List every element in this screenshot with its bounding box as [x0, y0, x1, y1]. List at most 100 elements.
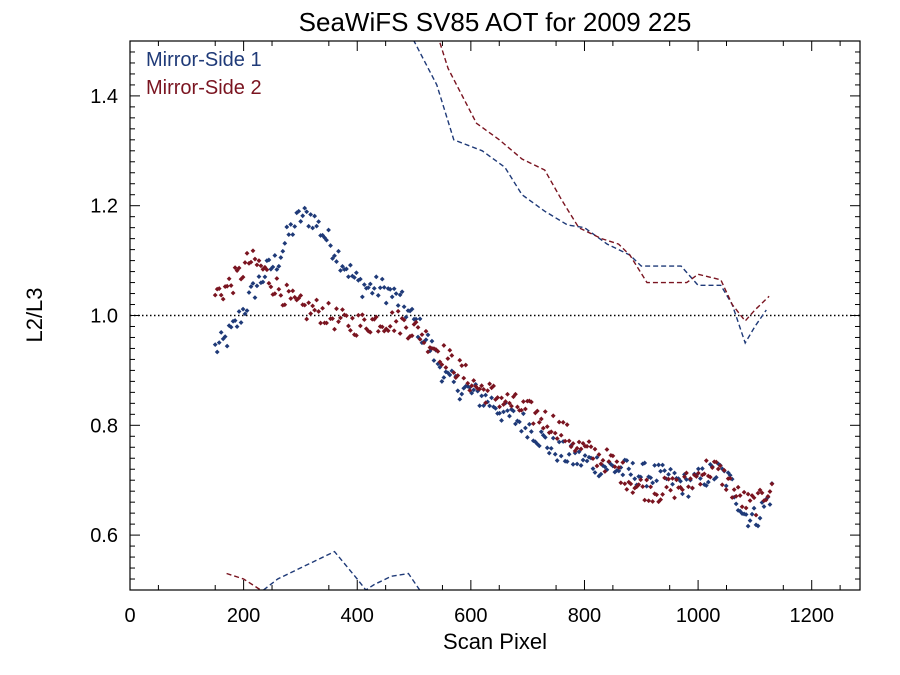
series-1-point [616, 468, 622, 474]
series-2-point [658, 497, 663, 503]
series-1-point [451, 379, 457, 385]
series-1-point [296, 208, 302, 214]
series-2-point [320, 305, 325, 311]
series-2-point [670, 476, 675, 481]
series-1-point [292, 224, 298, 229]
series-1-point [580, 457, 586, 463]
series-1-point [280, 248, 286, 254]
series-2-point [622, 481, 628, 487]
series-2-point [584, 443, 590, 449]
series-2-point [612, 464, 618, 470]
series-1-point [670, 481, 675, 487]
series-2-point [515, 404, 520, 410]
series-2-point [650, 499, 656, 504]
series-2-point [540, 425, 546, 431]
series-2-point [220, 296, 226, 302]
series-2-point [375, 328, 381, 334]
series-1-point [578, 463, 584, 468]
series-1-point [361, 282, 367, 288]
series-2-point [538, 416, 544, 422]
series-2-point [648, 484, 654, 490]
series-2-point [274, 276, 280, 281]
series-2-point [646, 498, 652, 504]
series-1-point [214, 349, 220, 355]
series-2-point [435, 348, 441, 354]
series-1-point [357, 276, 363, 282]
series-1-point [658, 468, 663, 474]
series-2-point [654, 492, 660, 498]
series-1-point [544, 445, 550, 451]
series-1-point [576, 449, 582, 455]
series-1-point [524, 434, 530, 440]
series-2-point [501, 402, 506, 407]
series-1-point [340, 264, 345, 269]
series-2-point [361, 317, 367, 323]
series-1-point [592, 470, 598, 475]
series-2-point [409, 333, 415, 339]
series-1-point [755, 523, 761, 529]
series-1-point [304, 209, 310, 215]
series-1-point [236, 309, 242, 314]
series-2-point [363, 326, 369, 332]
series-1-point [522, 425, 528, 431]
series-2-point [761, 498, 767, 504]
series-1-point [270, 264, 276, 270]
series-2-point [616, 465, 622, 470]
series-1-point [640, 461, 646, 467]
series-1-point [346, 274, 351, 280]
series-1-point [445, 370, 451, 376]
series-1-point [680, 491, 685, 497]
series-1-point [487, 403, 493, 409]
series-2-point [747, 498, 753, 504]
series-2-point [348, 327, 353, 333]
series-2-point [729, 495, 735, 500]
series-1-point [423, 337, 429, 343]
series-1-point [705, 479, 711, 485]
series-1-point [344, 266, 349, 272]
series-2-point [564, 422, 570, 428]
series-1-point [459, 391, 465, 397]
series-1-point [652, 462, 658, 468]
series-1-point [477, 403, 483, 409]
series-1-point [654, 478, 660, 484]
series-2-point [519, 407, 524, 413]
series-1-point [397, 292, 403, 298]
series-2-point [578, 446, 584, 452]
series-1-point [234, 324, 240, 330]
series-2-point [556, 419, 562, 425]
series-2-point [751, 495, 757, 501]
series-2-point [536, 419, 542, 425]
series-2-point [240, 274, 246, 280]
series-1-point [298, 219, 304, 224]
series-2-point [447, 347, 453, 353]
series-2-point [592, 446, 598, 452]
series-1-point [260, 279, 266, 285]
series-2-point [332, 326, 337, 332]
y-tick-label: 0.6 [90, 525, 118, 547]
series-1-point [391, 286, 397, 292]
series-2-point [457, 357, 463, 363]
series-2-point [467, 387, 473, 393]
series-1-point [250, 280, 256, 286]
series-2-point [419, 332, 425, 338]
series-1-point [699, 466, 705, 471]
series-1-point [556, 439, 562, 445]
series-2-point [507, 400, 512, 406]
series-2-point [481, 387, 487, 392]
series-1-point [244, 308, 250, 314]
series-2-point [266, 280, 272, 286]
series-1-point [461, 385, 467, 391]
series-2-point [505, 391, 510, 397]
series-2-point [642, 497, 648, 503]
series-1-point [389, 294, 395, 300]
series-2-point [636, 482, 642, 488]
series-1-point [455, 388, 461, 394]
y-axis-label: L2/L3 [22, 287, 47, 342]
series-1-point [435, 361, 441, 367]
series-2-point [684, 470, 689, 476]
series-1-point [350, 273, 355, 279]
series-2-point [548, 429, 554, 435]
series-2-point [528, 399, 534, 405]
series-2-point [397, 331, 403, 336]
series-2-point [767, 489, 773, 494]
